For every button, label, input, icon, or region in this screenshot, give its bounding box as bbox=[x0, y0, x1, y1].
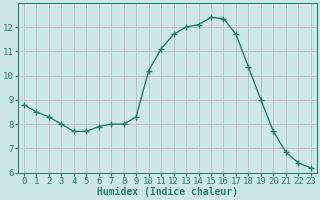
X-axis label: Humidex (Indice chaleur): Humidex (Indice chaleur) bbox=[97, 187, 238, 197]
